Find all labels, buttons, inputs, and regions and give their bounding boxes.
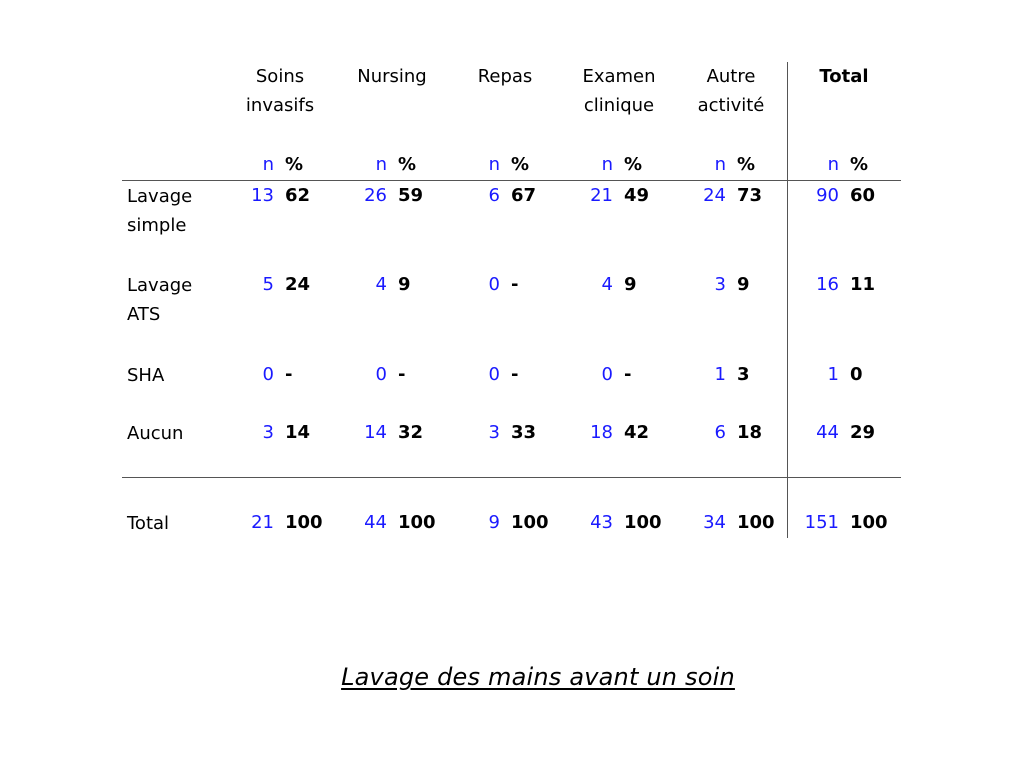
n-value: 0 <box>601 364 613 385</box>
n-value: 0 <box>488 274 500 295</box>
n-label: n <box>827 154 839 175</box>
row-label: Total <box>127 513 170 534</box>
pct-value: 100 <box>285 512 323 533</box>
pct-label: % <box>850 154 869 175</box>
pct-value: - <box>511 274 519 295</box>
n-value: 6 <box>714 422 726 443</box>
row-label: SHA <box>127 365 165 386</box>
column-header: Examen clinique <box>582 66 656 116</box>
pct-value: 100 <box>511 512 549 533</box>
slide-caption: Lavage des mains avant un soin <box>341 663 735 691</box>
row-label: Lavage ATS <box>127 275 193 325</box>
pct-value: - <box>511 364 519 385</box>
pct-value: 49 <box>624 185 650 206</box>
n-value: 1 <box>714 364 726 385</box>
n-value: 14 <box>364 422 387 443</box>
pct-value: 18 <box>737 422 763 443</box>
n-value: 18 <box>590 422 613 443</box>
pct-value: - <box>624 364 632 385</box>
pct-value: 14 <box>285 422 311 443</box>
row-label: Aucun <box>127 423 184 444</box>
pct-value: 9 <box>737 274 750 295</box>
n-value: 26 <box>364 185 387 206</box>
n-value: 3 <box>262 422 274 443</box>
n-value: 0 <box>375 364 387 385</box>
n-value: 0 <box>488 364 500 385</box>
header-rule <box>122 180 901 181</box>
pct-value: 11 <box>850 274 876 295</box>
n-value: 16 <box>816 274 839 295</box>
pct-value: 33 <box>511 422 537 443</box>
n-value: 3 <box>714 274 726 295</box>
pct-value: 59 <box>398 185 424 206</box>
pct-value: 29 <box>850 422 876 443</box>
n-value: 3 <box>488 422 500 443</box>
pct-value: 67 <box>511 185 537 206</box>
row-label: Lavage simple <box>127 186 193 236</box>
column-header: Autre activité <box>697 66 765 116</box>
n-value: 13 <box>251 185 274 206</box>
n-label: n <box>601 154 613 175</box>
pct-value: 32 <box>398 422 424 443</box>
column-header: Total <box>819 66 869 87</box>
pct-value: 42 <box>624 422 650 443</box>
pct-value: 100 <box>737 512 775 533</box>
pct-label: % <box>285 154 304 175</box>
pct-value: 62 <box>285 185 311 206</box>
pct-value: - <box>285 364 293 385</box>
pct-value: 24 <box>285 274 311 295</box>
n-label: n <box>488 154 500 175</box>
n-label: n <box>375 154 387 175</box>
pct-value: 100 <box>398 512 436 533</box>
pct-label: % <box>737 154 756 175</box>
n-value: 90 <box>816 185 839 206</box>
n-value: 44 <box>816 422 839 443</box>
n-label: n <box>714 154 726 175</box>
pct-value: 60 <box>850 185 876 206</box>
pct-value: 73 <box>737 185 763 206</box>
n-value: 24 <box>703 185 726 206</box>
n-value: 4 <box>601 274 613 295</box>
n-value: 44 <box>364 512 387 533</box>
total-rule <box>122 477 901 478</box>
pct-value: - <box>398 364 406 385</box>
pct-value: 9 <box>398 274 411 295</box>
total-column-rule <box>787 62 788 538</box>
pct-label: % <box>511 154 530 175</box>
pct-value: 0 <box>850 364 863 385</box>
pct-value: 100 <box>624 512 662 533</box>
pct-value: 9 <box>624 274 637 295</box>
pct-value: 3 <box>737 364 750 385</box>
n-value: 0 <box>262 364 274 385</box>
n-value: 21 <box>590 185 613 206</box>
column-header: Nursing <box>357 66 427 87</box>
n-value: 6 <box>488 185 500 206</box>
n-value: 151 <box>804 512 839 533</box>
pct-label: % <box>624 154 643 175</box>
column-header: Repas <box>477 66 533 87</box>
n-value: 4 <box>375 274 387 295</box>
pct-label: % <box>398 154 417 175</box>
pct-value: 100 <box>850 512 888 533</box>
n-value: 9 <box>488 512 500 533</box>
n-value: 5 <box>262 274 274 295</box>
n-value: 1 <box>827 364 839 385</box>
n-value: 34 <box>703 512 726 533</box>
column-header: Soins invasifs <box>245 66 315 116</box>
n-value: 21 <box>251 512 274 533</box>
n-label: n <box>262 154 274 175</box>
n-value: 43 <box>590 512 613 533</box>
